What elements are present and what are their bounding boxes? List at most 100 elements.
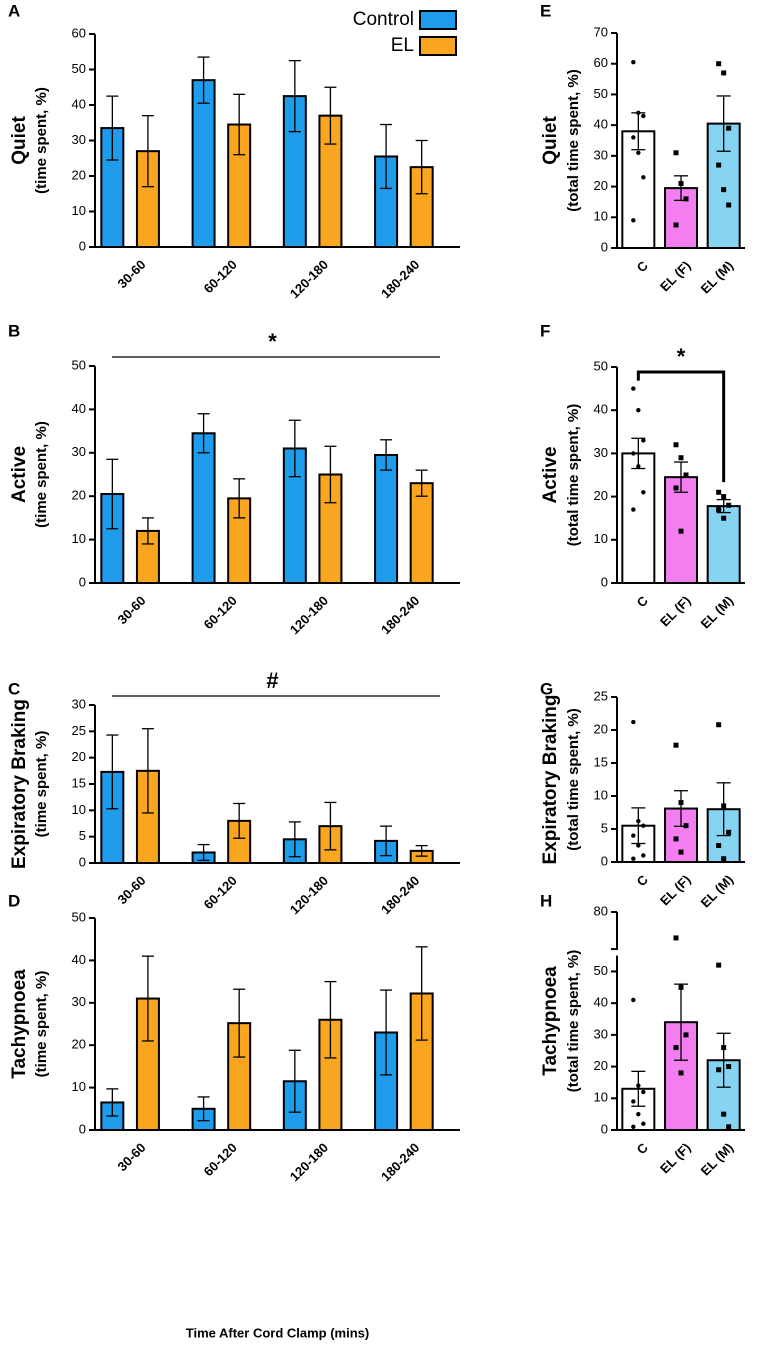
y-tick-label: 5 [601,820,608,835]
data-point [631,135,636,140]
y-tick-label: 0 [601,239,608,254]
data-point [683,196,689,202]
y-tick-label: 30 [594,147,608,162]
data-point [631,997,636,1003]
y-tick-label: 25 [594,688,608,703]
data-point [716,1067,722,1073]
data-point [631,719,636,725]
y-tick-label: 15 [72,775,86,790]
x-tick-label: 60-120 [201,873,240,912]
y-axis-label: Active [9,446,30,503]
bar [706,505,741,585]
data-point [631,856,636,861]
y-axis-label: Quiet [9,116,30,165]
legend-label: EL [391,35,414,56]
data-point [631,1124,636,1130]
y-tick-label: 10 [594,1090,608,1105]
data-point [641,175,646,180]
y-axis-label: Expiratory Braking [9,699,30,869]
data-point [636,464,641,469]
y-tick-label: 20 [594,178,608,193]
data-point [726,125,732,131]
x-tick-label: 180-240 [378,1140,422,1184]
bar [374,453,399,584]
x-tick-label: C [634,872,652,890]
data-point [673,1045,679,1051]
y-tick-label: 20 [72,1037,86,1052]
x-tick-label: 180-240 [378,257,422,301]
data-point [726,829,732,835]
data-point [636,408,641,413]
y-tick-label: 40 [72,96,86,111]
y-axis-sublabel: (time spent, %) [33,731,50,838]
data-point [721,856,727,862]
y-tick-label: 25 [72,723,86,738]
y-tick-label: 20 [72,488,86,503]
data-point [726,502,732,508]
annotation: * [677,344,686,369]
x-tick-label: EL (M) [698,593,737,632]
bar [191,79,216,249]
data-point [636,1111,641,1117]
data-point [721,1111,727,1117]
data-point [678,181,684,186]
x-tick-label: EL (M) [698,258,737,297]
legend-label: Control [353,9,414,30]
y-tick-label: 10 [594,531,608,546]
y-tick-label: 50 [594,358,608,373]
y-tick-label: 0 [601,574,608,589]
x-tick-label: EL (M) [698,1140,737,1179]
y-tick-label: 0 [601,1121,608,1136]
y-tick-label: 30 [72,696,86,711]
y-tick-label: 0 [601,853,608,868]
data-point [678,455,684,461]
y-tick-label: 50 [72,357,86,372]
data-point [678,528,684,534]
data-point [641,113,646,119]
x-tick-label: EL (F) [657,258,693,294]
y-axis-label: Tachypnoea [9,969,30,1079]
data-point [631,59,636,65]
data-point [716,843,722,848]
data-point [673,485,679,491]
data-point [716,61,722,67]
y-tick-label: 20 [72,167,86,182]
x-tick-label: EL (F) [657,872,693,908]
x-tick-label: C [634,593,652,611]
x-tick-label: 60-120 [201,593,240,632]
x-tick-label: 60-120 [201,1140,240,1179]
data-point [631,833,636,838]
bar [621,452,656,584]
panel-letter: A [8,1,20,20]
x-tick-label: 120-180 [287,593,331,637]
y-axis-label: Active [540,446,561,503]
x-tick-label: EL (M) [698,872,737,911]
y-tick-label: 20 [594,721,608,736]
y-tick-label: 60 [72,25,86,40]
y-tick-label: 5 [79,828,86,843]
data-point [673,150,679,156]
x-tick-label: 180-240 [378,593,422,637]
data-point [641,853,646,858]
y-tick-label: 10 [72,203,86,218]
data-point [636,150,641,155]
data-point [636,843,641,848]
y-tick-label: 20 [594,488,608,503]
panel-letter: F [540,321,550,340]
data-point [673,222,679,228]
y-axis-sublabel: (total time spent, %) [565,404,582,547]
data-point [641,1121,646,1126]
y-axis-label: Quiet [540,116,561,165]
x-tick-label: 60-120 [201,257,240,296]
data-point [721,494,727,500]
y-tick-label: 40 [594,117,608,132]
y-tick-label: 50 [594,86,608,101]
legend-swatch [419,36,457,56]
y-tick-label: 10 [72,1079,86,1094]
panel-letter: E [540,1,551,20]
data-point [683,823,689,829]
data-point [683,1032,689,1038]
y-axis-sublabel: (total time spent, %) [565,950,582,1093]
y-tick-label: 30 [594,1026,608,1041]
x-tick-label: C [634,258,652,276]
